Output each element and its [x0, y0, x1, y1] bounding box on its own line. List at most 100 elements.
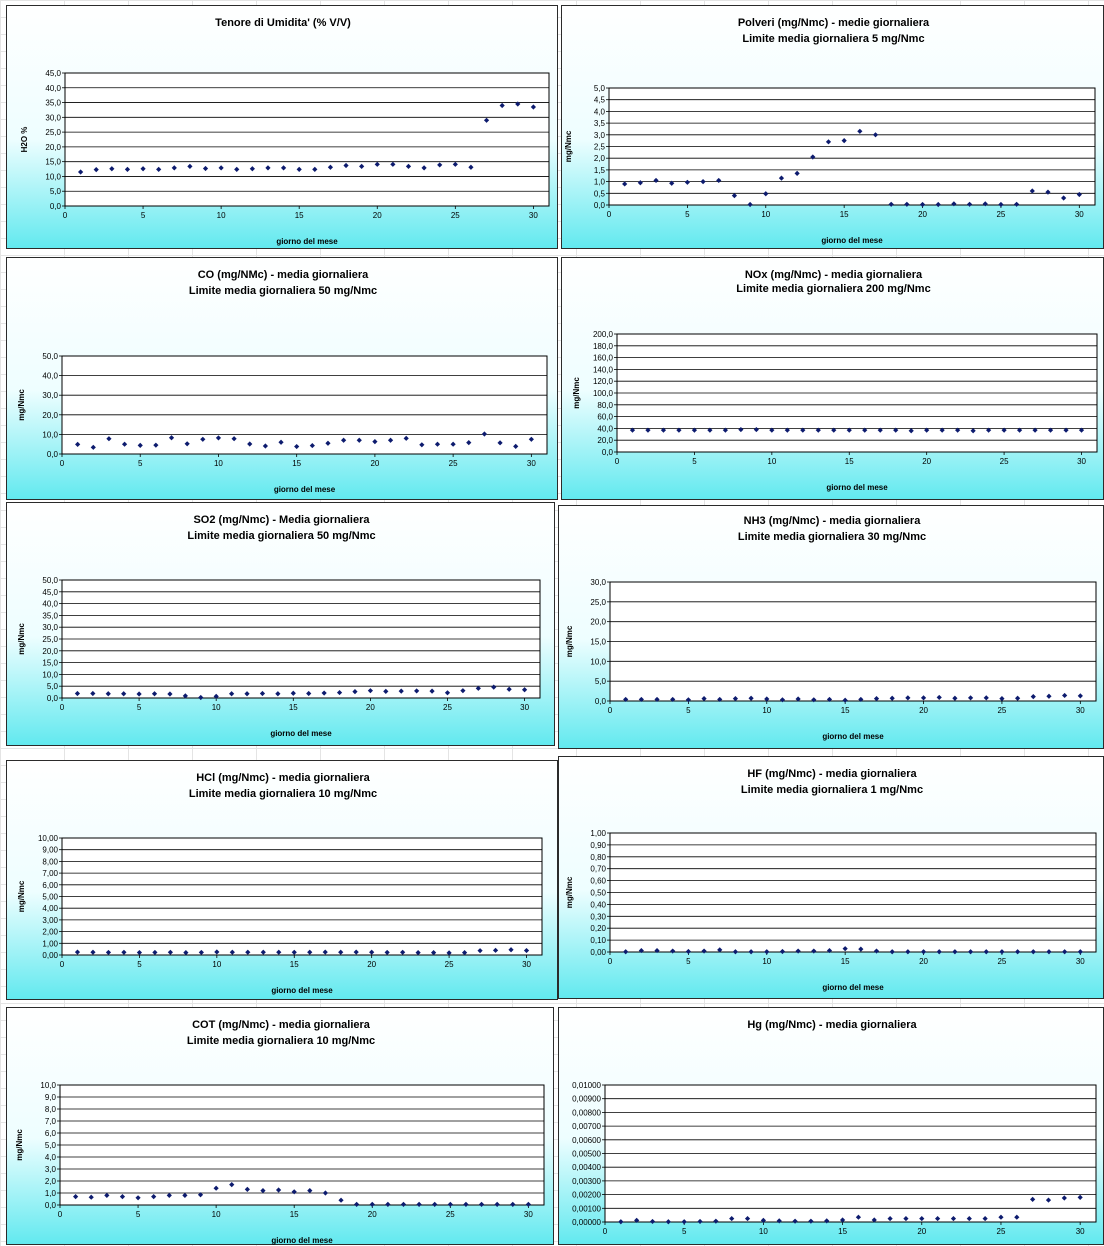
x-tick-label: 25 — [997, 1227, 1006, 1236]
y-axis-label: H2O % — [20, 127, 29, 153]
y-tick-label: 25,0 — [590, 598, 606, 607]
data-point — [530, 104, 536, 110]
data-point — [919, 1215, 925, 1222]
x-tick-label: 10 — [212, 703, 221, 712]
chart-title: Hg (mg/Nmc) - media giornaliera — [747, 1019, 917, 1031]
data-point — [826, 947, 833, 954]
y-tick-label: 4,5 — [594, 96, 606, 105]
y-tick-label: 1,00 — [42, 939, 58, 948]
data-point — [121, 691, 127, 697]
y-tick-label: 15,0 — [590, 638, 606, 647]
chart-cot: COT (mg/Nmc) - media giornaliera Limite m… — [15, 1019, 545, 1245]
data-point — [983, 695, 989, 701]
y-tick-label: 6,0 — [45, 1129, 57, 1138]
y-tick-label: 0,00 — [590, 948, 606, 957]
x-tick-label: 15 — [289, 703, 298, 712]
y-tick-label: 20,0 — [597, 436, 613, 445]
data-point — [356, 437, 362, 443]
y-tick-label: 3,0 — [594, 131, 606, 140]
y-tick-label: 9,00 — [42, 846, 58, 855]
data-point — [858, 946, 864, 952]
chart-hg: Hg (mg/Nmc) - media giornaliera 0,00000 0,… — [572, 1019, 1097, 1236]
x-tick-label: 10 — [761, 210, 770, 219]
data-point — [218, 165, 224, 171]
data-point — [280, 165, 287, 171]
x-tick-label: 30 — [1076, 957, 1085, 966]
chart-panel-co: CO (mg/NMc) - media giornaliera Limite me… — [6, 257, 558, 500]
y-tick-label: 8,0 — [45, 1105, 57, 1114]
data-point — [873, 696, 880, 702]
data-point — [998, 1214, 1004, 1220]
y-tick-label: 10,0 — [40, 1081, 56, 1090]
data-point — [296, 166, 302, 172]
data-point — [857, 128, 863, 134]
y-tick-label: 7,0 — [45, 1117, 57, 1126]
chart-panel-nh3: NH3 (mg/Nmc) - media giornaliera Limite m… — [558, 505, 1104, 749]
data-point — [982, 1215, 988, 1222]
data-point — [390, 161, 396, 167]
data-point — [1076, 191, 1082, 198]
y-tick-label: 0,0 — [45, 1201, 57, 1210]
data-point — [877, 427, 883, 433]
data-point — [905, 695, 911, 701]
data-point — [893, 427, 899, 433]
data-point — [400, 1201, 407, 1207]
x-tick-label: 15 — [290, 960, 299, 969]
x-tick-label: 25 — [997, 706, 1006, 715]
data-point — [294, 443, 300, 450]
data-point — [466, 440, 472, 446]
data-point — [140, 166, 146, 172]
data-point — [858, 696, 864, 703]
data-point — [434, 441, 441, 447]
y-tick-label: 30,0 — [42, 623, 58, 632]
y-tick-label: 15,0 — [45, 158, 61, 167]
x-tick-label: 5 — [141, 211, 146, 220]
data-point — [198, 694, 204, 701]
x-tick-label: 20 — [919, 706, 928, 715]
x-tick-label: 20 — [366, 703, 375, 712]
data-point — [951, 201, 957, 207]
chart-panel-hf: HF (mg/Nmc) - media giornaliera Limite me… — [558, 756, 1104, 999]
data-point — [73, 1194, 79, 1200]
data-point — [515, 101, 521, 107]
x-tick-label: 0 — [615, 457, 620, 466]
x-tick-label: 5 — [685, 210, 690, 219]
chart-subtitle: Limite media giornaliera 200 mg/Nmc — [736, 283, 930, 295]
chart-panel-so2: SO2 (mg/Nmc) - Media giornaliera Limite m… — [6, 502, 555, 746]
x-tick-label: 15 — [292, 459, 301, 468]
data-point — [109, 166, 115, 172]
data-point — [278, 439, 284, 445]
y-tick-label: 20,0 — [42, 647, 58, 656]
x-tick-label: 0 — [63, 211, 68, 220]
data-point — [105, 949, 112, 956]
chart-subtitle: Limite media giornaliera 50 mg/Nmc — [187, 530, 375, 542]
y-tick-label: 5,0 — [45, 1141, 57, 1150]
data-point — [1030, 949, 1036, 955]
y-tick-label: 0,00300 — [572, 1177, 601, 1186]
x-tick-label: 15 — [841, 957, 850, 966]
x-tick-label: 25 — [1000, 457, 1009, 466]
x-tick-label: 30 — [1077, 457, 1086, 466]
chart-title: SO2 (mg/Nmc) - Media giornaliera — [193, 514, 370, 526]
x-tick-label: 25 — [996, 210, 1005, 219]
data-point — [935, 1215, 941, 1222]
data-point — [935, 201, 941, 208]
y-tick-label: 0,00500 — [572, 1150, 601, 1159]
y-axis-label: mg/Nmc — [17, 623, 26, 655]
data-point — [481, 431, 488, 437]
y-tick-label: 40,0 — [45, 84, 61, 93]
x-tick-label: 5 — [136, 1210, 141, 1219]
y-tick-label: 0,30 — [590, 912, 606, 921]
x-axis-label: giorno del mese — [276, 237, 338, 246]
y-axis-label: mg/Nmc — [572, 377, 581, 409]
data-point — [1077, 693, 1083, 699]
y-tick-label: 5,0 — [50, 187, 62, 196]
data-point — [452, 161, 458, 167]
chart-title: HF (mg/Nmc) - media giornaliera — [747, 768, 917, 780]
data-point — [998, 201, 1004, 208]
data-point — [920, 695, 927, 701]
x-tick-label: 0 — [58, 1210, 63, 1219]
data-point — [744, 1215, 751, 1222]
data-point — [166, 1192, 172, 1198]
y-tick-label: 30,0 — [42, 391, 58, 400]
